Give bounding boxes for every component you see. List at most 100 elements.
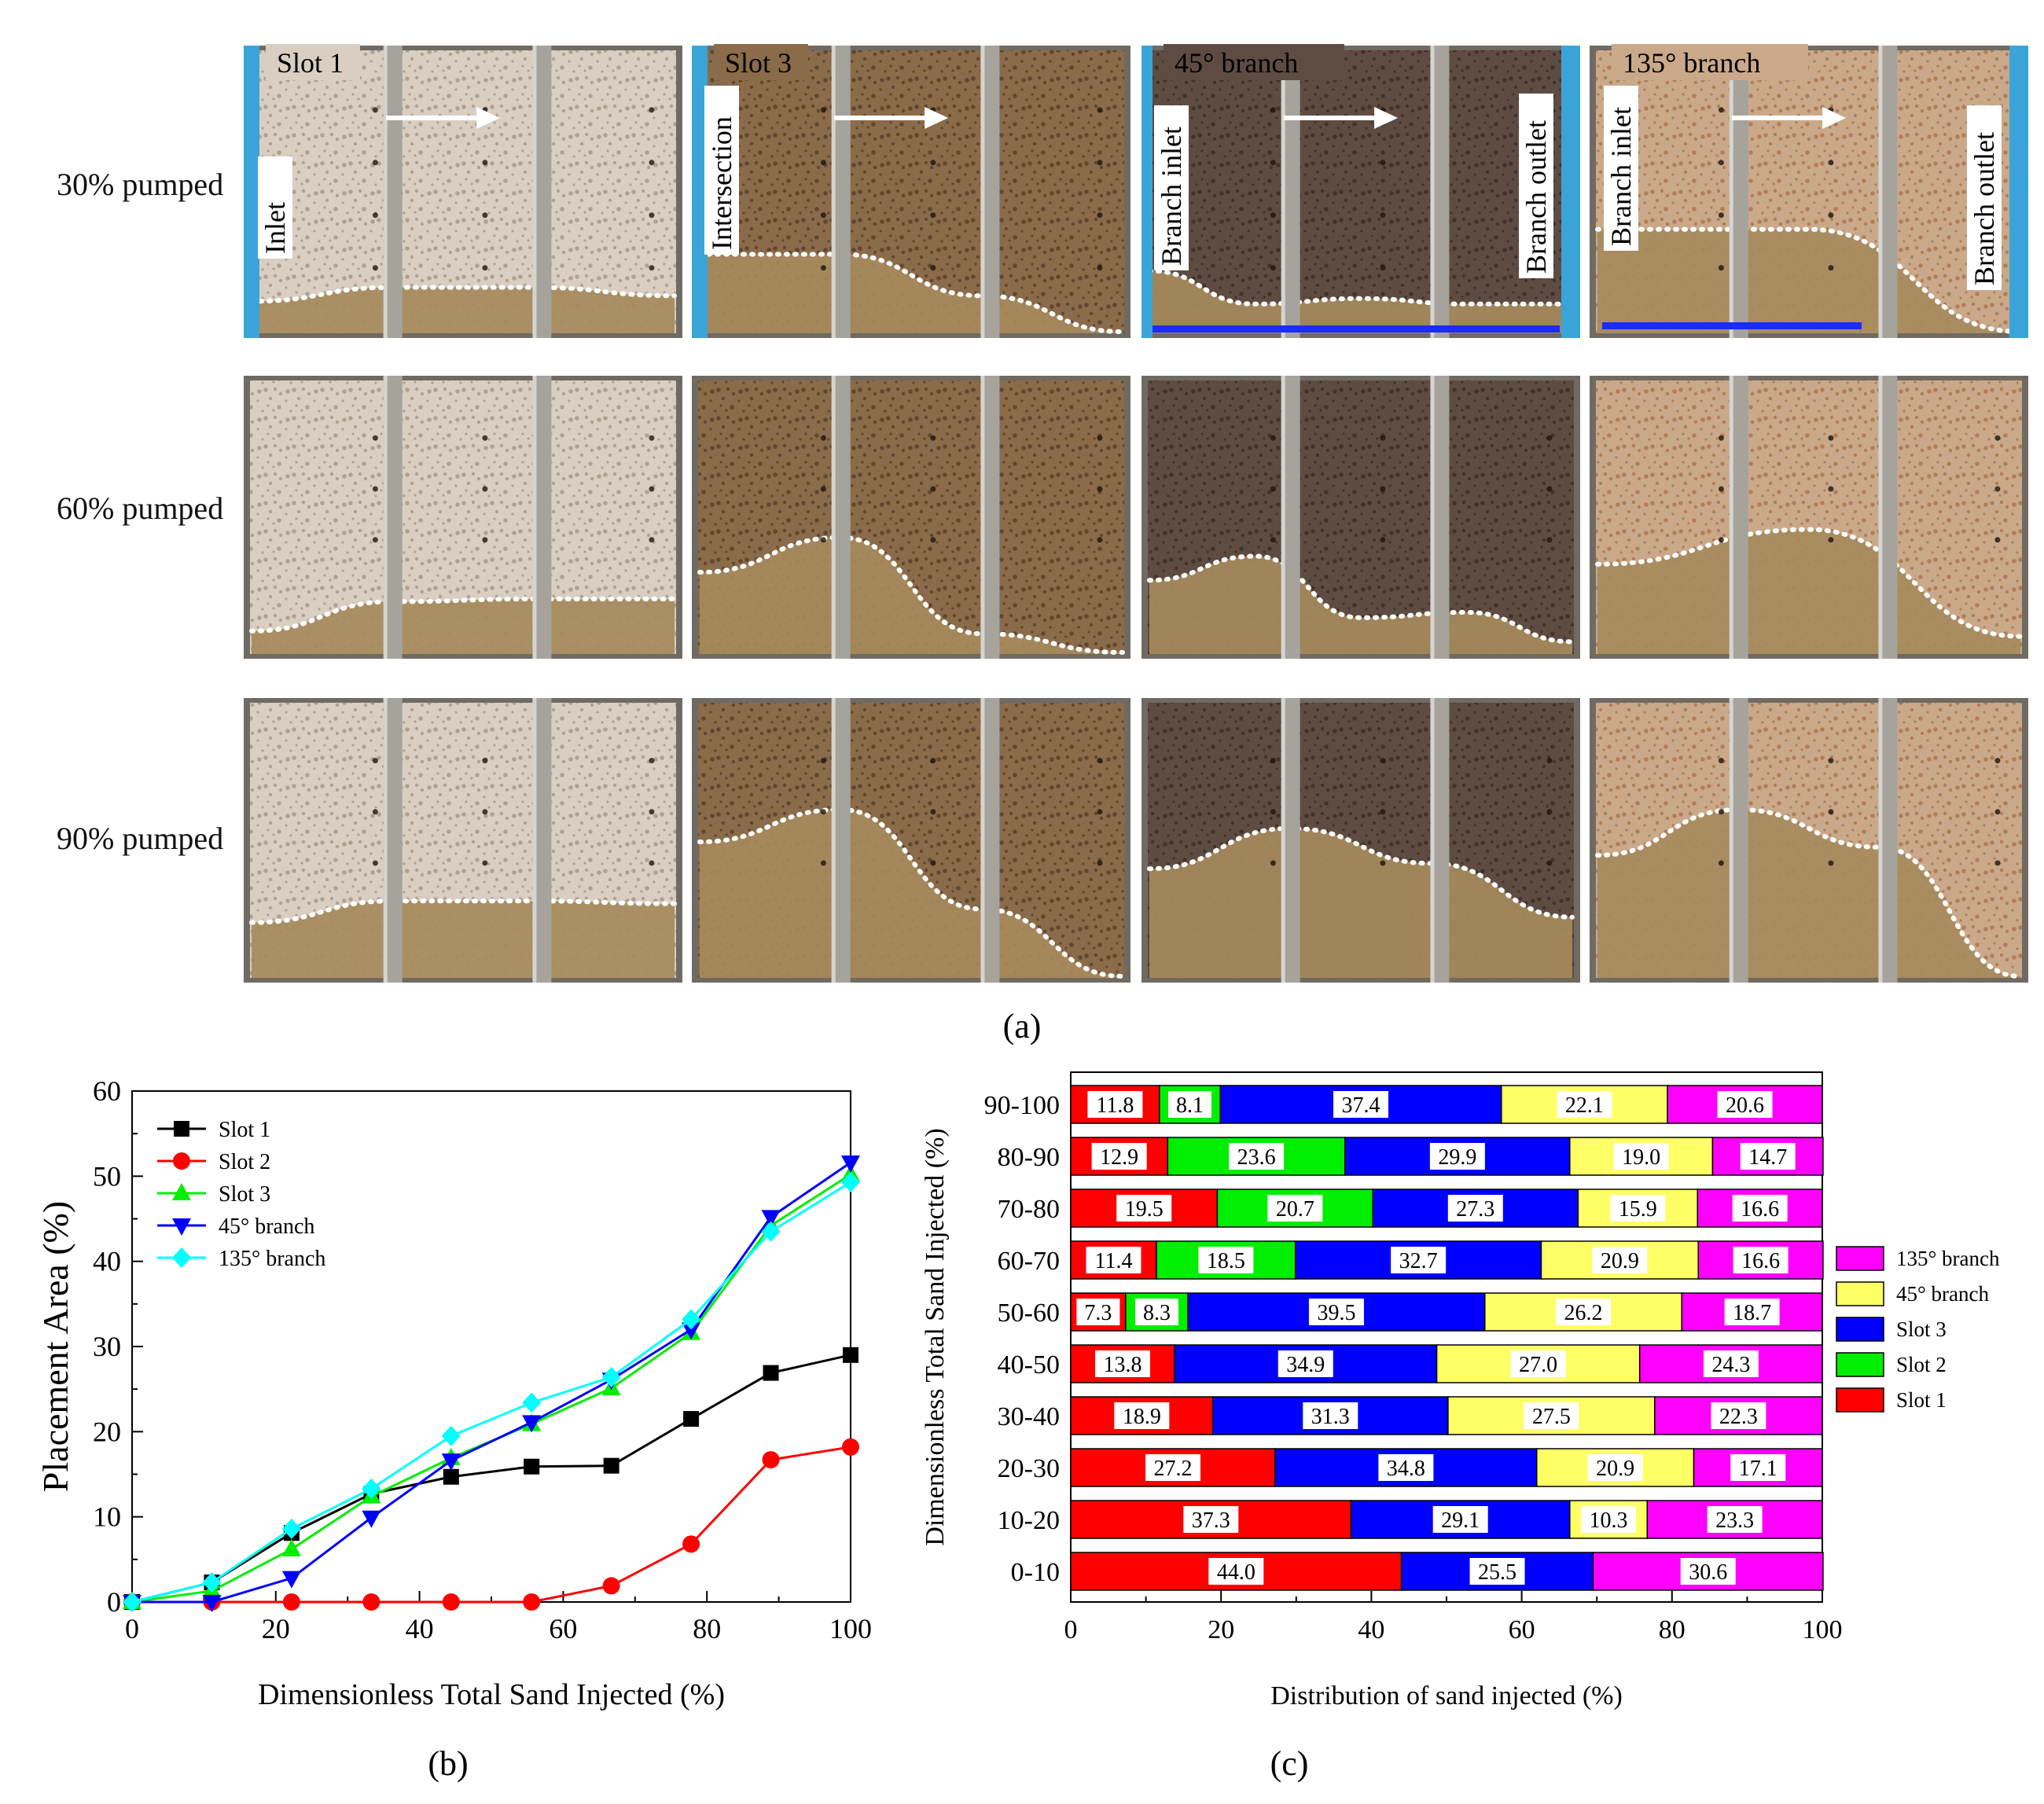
data-point [202, 1580, 222, 1598]
perforation-hole [1097, 435, 1103, 441]
data-label-box [1429, 1143, 1485, 1170]
perforation-hole [649, 758, 655, 764]
photo-cell: Slot 1 [244, 44, 682, 338]
category-label: 60-70 [998, 1247, 1060, 1276]
perforation-hole [930, 860, 936, 866]
photo-cell [692, 698, 1130, 983]
perforation-hole [1994, 486, 2001, 492]
perforation-hole [1546, 486, 1553, 492]
perforation-hole [649, 212, 655, 219]
x-tick-label: 20 [1208, 1615, 1234, 1644]
plot-frame [1070, 1071, 1823, 1603]
perforation-hole [1097, 860, 1103, 866]
photo-cell [1141, 698, 1580, 983]
perforation-hole [1546, 435, 1553, 441]
x-tick-label: 60 [1509, 1615, 1535, 1644]
column-title-box [1612, 44, 1808, 80]
perforation-hole [1270, 107, 1276, 113]
y-axis-label: Placement Area (%) [35, 1201, 75, 1492]
photo-background [1148, 50, 1574, 333]
data-label-box [1581, 1506, 1637, 1533]
bar-segment [1211, 1396, 1449, 1435]
perforation-hole [1380, 212, 1386, 219]
data-label-box [1391, 1247, 1447, 1273]
flow-arrow-head [1822, 107, 1847, 129]
flow-arrow-head [476, 107, 501, 129]
data-point [683, 1411, 700, 1427]
steel-bar-highlight [1729, 376, 1733, 659]
series-1 [123, 1438, 859, 1611]
data-label: 34.8 [1387, 1457, 1425, 1481]
data-label: 16.6 [1741, 1249, 1780, 1273]
data-point [123, 1595, 142, 1612]
bar-segment [1174, 1344, 1438, 1383]
perforation-hole [649, 160, 655, 166]
data-label-box [1076, 1299, 1120, 1325]
sand-bed [700, 809, 1123, 978]
perforation-hole [649, 537, 655, 543]
data-label-box [1524, 1402, 1579, 1429]
bar-segment [1070, 1500, 1352, 1539]
bar-segment [1569, 1500, 1649, 1539]
perforation-hole [1097, 265, 1103, 271]
photo-cell: Slot 3 [692, 44, 1130, 338]
perforation-hole [1546, 860, 1553, 866]
perforation-hole [372, 758, 378, 764]
data-point [522, 1392, 542, 1413]
perforation-hole [1270, 860, 1276, 866]
perforation-hole [482, 212, 488, 219]
perforation-hole [372, 160, 378, 166]
data-label-box [1555, 1299, 1611, 1325]
steel-bar-highlight [532, 376, 537, 659]
perforation-hole [1380, 537, 1386, 543]
data-point [763, 1365, 779, 1381]
perforation-hole [820, 537, 826, 543]
sand-bed [1149, 556, 1572, 654]
sand-interface-line [1147, 825, 1575, 920]
perforation-hole [1270, 435, 1276, 441]
data-label: 30.6 [1689, 1560, 1727, 1585]
y-tick-label: 40 [93, 1246, 121, 1277]
outlet-bar [2009, 46, 2028, 338]
bar-segment [1216, 1189, 1374, 1228]
data-point [123, 1592, 142, 1609]
category-label: 0-10 [1011, 1558, 1060, 1587]
perforation-hole [482, 809, 488, 815]
perforation-hole [1828, 265, 1834, 271]
data-label: 20.9 [1601, 1249, 1639, 1273]
perforation-hole [1097, 537, 1103, 543]
label-branch-outlet: Branch outlet [1520, 120, 1552, 274]
data-point [283, 1525, 300, 1541]
perforation-hole [1380, 265, 1386, 271]
data-point [362, 1486, 381, 1504]
inlet-bar [692, 46, 708, 338]
data-point [202, 1572, 222, 1593]
label-inlet-box [258, 156, 292, 259]
perforation-hole [820, 486, 826, 492]
data-label-box [1732, 1195, 1788, 1222]
data-label: 32.7 [1399, 1249, 1438, 1273]
column-title: Slot 3 [725, 47, 792, 79]
data-point [522, 1413, 542, 1431]
label-branch-inlet: Branch inlet [1605, 107, 1637, 246]
data-label-box [1469, 1558, 1525, 1585]
panel-c-caption: (c) [1270, 1744, 1309, 1783]
sand-bed [252, 599, 675, 654]
data-label: 31.3 [1311, 1405, 1350, 1429]
perforation-hole [482, 435, 488, 441]
bar-segment [1219, 1085, 1502, 1124]
x-tick-label: 100 [829, 1613, 872, 1644]
perforation-hole [930, 486, 936, 492]
perforation-hole [482, 537, 488, 543]
bar-segment [1697, 1189, 1823, 1228]
data-label-box [1610, 1195, 1666, 1222]
perforation-hole [1828, 160, 1834, 166]
data-label-box [1091, 1143, 1147, 1170]
data-label-box [1198, 1247, 1254, 1273]
perforation-hole [372, 265, 378, 271]
bar-segment [1159, 1085, 1221, 1124]
data-label: 22.1 [1565, 1093, 1604, 1118]
perforation-hole [820, 860, 826, 866]
data-point [443, 1468, 459, 1485]
data-label: 39.5 [1317, 1301, 1355, 1325]
